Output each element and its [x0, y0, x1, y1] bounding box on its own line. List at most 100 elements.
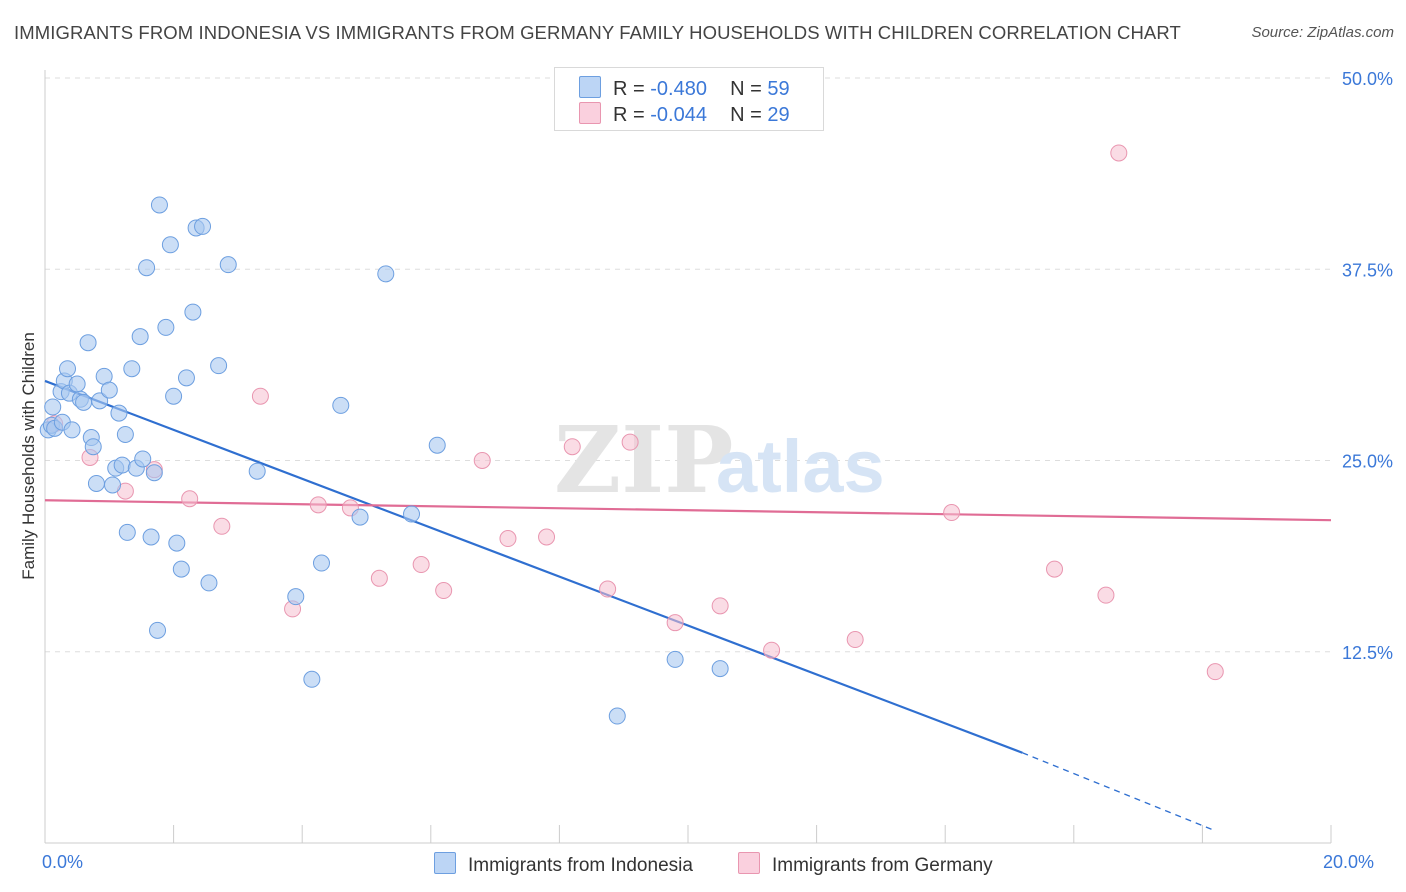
data-point-indonesia [123, 360, 141, 378]
watermark-zip: ZIP [554, 406, 733, 514]
watermark-atlas: atlas [716, 425, 885, 508]
data-point-indonesia [332, 396, 350, 414]
data-point-germany [621, 433, 639, 451]
legend-r-label: R = [613, 78, 645, 100]
data-point-indonesia [210, 357, 228, 375]
legend-r-value: -0.480 [650, 78, 707, 100]
data-point-indonesia [711, 660, 729, 678]
stats-legend: R = -0.480 N = 59 R = -0.044 N = 29 [554, 67, 824, 131]
data-point-germany [213, 517, 231, 535]
data-point-indonesia [142, 528, 160, 546]
data-point-indonesia [75, 393, 93, 411]
data-point-indonesia [608, 707, 626, 725]
legend-row-indonesia: R = -0.480 N = 59 [579, 76, 790, 100]
data-point-germany [943, 504, 961, 522]
data-point-indonesia [666, 650, 684, 668]
data-point-indonesia [172, 560, 190, 578]
y-axis-label: Family Households with Children [19, 332, 38, 580]
data-point-indonesia [79, 334, 97, 352]
y-tick-label: 50.0% [1342, 69, 1393, 89]
data-point-indonesia [84, 438, 102, 456]
data-point-indonesia [168, 534, 186, 552]
data-point-germany [251, 387, 269, 405]
data-point-indonesia [403, 505, 421, 523]
data-point-germany [309, 496, 327, 514]
legend-swatch-germany [579, 102, 601, 124]
data-point-indonesia [428, 436, 446, 454]
data-point-germany [181, 490, 199, 508]
data-point-germany [599, 580, 617, 598]
legend-n-label: N = [730, 104, 762, 126]
source-label: Source: ZipAtlas.com [1251, 24, 1394, 41]
data-point-indonesia [59, 360, 77, 378]
data-point-germany [846, 631, 864, 649]
data-point-germany [499, 530, 517, 548]
trend-lines [44, 379, 1332, 832]
data-point-indonesia [351, 508, 369, 526]
legend-n-value: 59 [767, 78, 790, 100]
watermark: ZIP atlas [554, 406, 885, 514]
data-point-germany [412, 556, 430, 574]
data-point-indonesia [248, 462, 266, 480]
bottom-legend-swatch-germany [738, 852, 760, 874]
data-point-indonesia [110, 404, 128, 422]
bottom-legend-label: Immigrants from Germany [772, 855, 993, 876]
data-point-germany [435, 582, 453, 600]
trend-line-indonesia-extension [1022, 752, 1216, 832]
y-tick-labels: 12.5% 25.0% 37.5% 50.0% [1342, 69, 1393, 663]
data-point-indonesia [150, 196, 168, 214]
data-point-indonesia [116, 425, 134, 443]
trend-line-indonesia [44, 379, 1023, 754]
data-point-indonesia [303, 670, 321, 688]
data-point-indonesia [131, 328, 149, 346]
legend-r-label: R = [613, 104, 645, 126]
data-point-germany [1046, 560, 1064, 578]
legend-r-value: -0.044 [650, 104, 707, 126]
data-point-indonesia [377, 265, 395, 283]
data-point-indonesia [91, 392, 109, 410]
data-point-indonesia [194, 217, 212, 235]
y-tick-label: 25.0% [1342, 452, 1393, 472]
data-point-germany [711, 597, 729, 615]
data-point-indonesia [104, 476, 122, 494]
data-point-germany [473, 452, 491, 469]
data-point-indonesia [219, 256, 237, 274]
data-point-indonesia [200, 574, 218, 592]
axes [44, 70, 1332, 844]
x-tick-label-max: 20.0% [1323, 852, 1375, 872]
data-point-indonesia [145, 464, 163, 482]
data-point-germany [1097, 586, 1115, 604]
legend-n-label: N = [730, 78, 762, 100]
data-point-indonesia [165, 387, 183, 405]
bottom-legend-label: Immigrants from Indonesia [468, 855, 693, 876]
data-point-indonesia [118, 523, 136, 541]
data-point-indonesia [68, 375, 86, 393]
bottom-legend-swatch-indonesia [434, 852, 456, 874]
data-point-indonesia [177, 369, 195, 387]
x-tick-label-min: 0.0% [42, 852, 84, 872]
data-point-indonesia [63, 421, 81, 439]
data-point-germany [1206, 663, 1224, 681]
data-point-indonesia [134, 450, 152, 468]
data-point-indonesia [113, 456, 131, 474]
legend-row-germany: R = -0.044 N = 29 [579, 102, 790, 126]
data-point-indonesia [87, 474, 105, 492]
legend-n-value: 29 [767, 104, 790, 126]
bottom-legend-indonesia: Immigrants from Indonesia [434, 852, 693, 877]
trend-line-germany [44, 499, 1332, 522]
data-point-indonesia [184, 303, 202, 321]
data-point-germany [1110, 144, 1128, 162]
chart-title: IMMIGRANTS FROM INDONESIA VS IMMIGRANTS … [14, 22, 1181, 43]
data-point-indonesia [44, 398, 62, 416]
data-point-indonesia [157, 318, 175, 336]
data-point-indonesia [312, 554, 330, 572]
data-point-indonesia [149, 621, 167, 639]
data-point-indonesia [138, 259, 156, 277]
legend-swatch-indonesia [579, 76, 601, 98]
data-points [39, 72, 1224, 725]
data-point-germany [666, 614, 684, 632]
bottom-legend-germany: Immigrants from Germany [738, 852, 993, 877]
y-tick-label: 37.5% [1342, 260, 1393, 280]
data-point-indonesia [100, 381, 118, 399]
